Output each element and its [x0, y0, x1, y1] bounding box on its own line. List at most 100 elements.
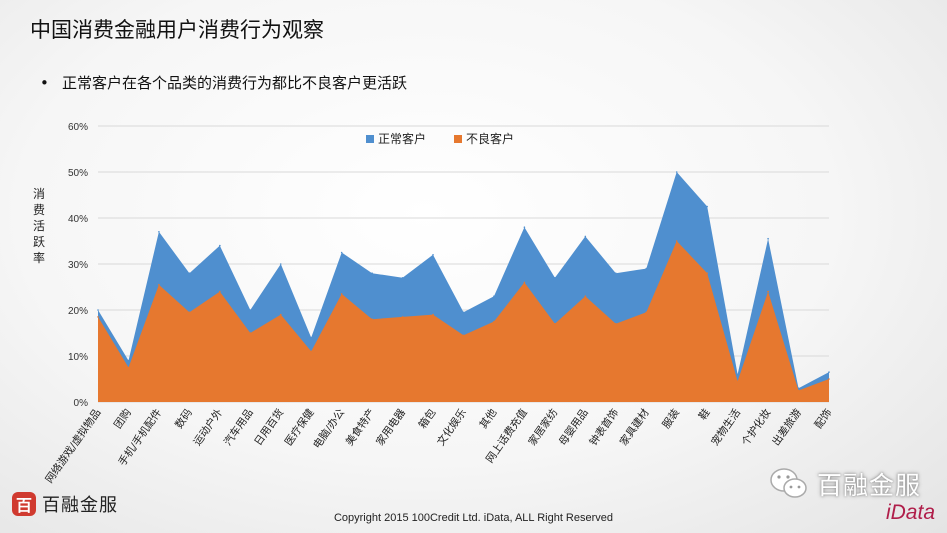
idata-logo: iData [885, 501, 935, 524]
data-point [706, 205, 708, 208]
data-point [675, 240, 678, 242]
data-point [493, 320, 495, 323]
data-point [554, 323, 556, 325]
x-tick-label: 出差旅游 [769, 406, 804, 448]
data-point [614, 323, 617, 325]
data-point [675, 171, 678, 173]
data-point [614, 272, 617, 275]
wechat-icon [770, 468, 807, 498]
data-point [523, 226, 526, 228]
data-point [432, 254, 434, 256]
wechat-brand: 百融金服 [769, 466, 921, 502]
y-tick-label: 50% [68, 168, 88, 179]
legend-label-normal: 正常客户 [378, 131, 426, 146]
data-point [401, 316, 404, 318]
data-point [219, 244, 221, 247]
y-tick-label: 0% [74, 398, 89, 409]
x-tick-label: 钟表首饰 [587, 406, 622, 448]
legend-swatch-bad [454, 135, 462, 143]
data-point [371, 272, 373, 275]
x-tick-label: 日用百货 [251, 406, 286, 448]
x-tick-label: 服装 [659, 406, 682, 431]
logo-text: 百融金服 [42, 495, 118, 516]
data-point [828, 371, 830, 373]
series-area-bad [98, 241, 829, 402]
data-point [97, 316, 99, 318]
x-tick-label: 团购 [111, 406, 134, 431]
data-point [584, 295, 587, 298]
x-tick-label: 电脑/办公 [310, 406, 347, 451]
data-point [645, 267, 648, 270]
x-tick-label: 汽车用品 [221, 406, 256, 448]
data-point [188, 311, 191, 314]
data-point [584, 235, 587, 238]
data-point [310, 336, 313, 339]
y-tick-labels: 0% 10% 20% 30% 40% 50% 60% [68, 122, 88, 409]
data-point [249, 332, 252, 334]
data-point [127, 366, 130, 369]
x-tick-label: 箱包 [416, 406, 439, 431]
data-point [310, 350, 313, 353]
y-tick-label: 20% [68, 306, 88, 317]
legend-label-bad: 不良客户 [466, 131, 514, 146]
data-point [706, 272, 708, 275]
x-tick-label: 母婴用品 [557, 407, 591, 448]
y-axis-label: 消费活跃率 [32, 187, 45, 265]
y-tick-label: 60% [68, 122, 88, 133]
data-point [828, 378, 830, 380]
legend: 正常客户 不良客户 [366, 131, 514, 146]
x-tick-label: 美食特产 [343, 406, 378, 448]
brand-name: 百融金服 [816, 471, 921, 500]
x-tick-label: 家居家纺 [526, 406, 561, 448]
company-logo: 百 百融金服 [12, 491, 118, 517]
x-tick-label: 配饰 [812, 406, 835, 431]
data-point [401, 277, 404, 279]
x-tick-label: 宠物生活 [708, 406, 743, 448]
data-point [371, 318, 373, 321]
data-point [279, 263, 282, 265]
bullet-text: 正常客户在各个品类的消费行为都比不良客户更活跃 [62, 74, 408, 92]
x-tick-label: 其他 [477, 406, 500, 431]
slide-title: 中国消费金融用户消费行为观察 [30, 18, 324, 42]
data-point [340, 251, 343, 254]
x-tick-label: 数码 [172, 406, 195, 431]
legend-swatch-normal [366, 135, 374, 143]
copyright-text: Copyright 2015 100Credit Ltd. iData, ALL… [333, 512, 614, 524]
x-tick-label: 网络游戏/虚拟物品 [43, 406, 104, 485]
x-tick-label: 家用电器 [373, 406, 408, 448]
data-point [462, 334, 465, 337]
y-tick-label: 40% [68, 214, 88, 225]
data-point [127, 359, 130, 362]
data-point [279, 313, 282, 316]
data-point [767, 290, 769, 293]
data-point [188, 272, 191, 275]
data-point [219, 290, 221, 293]
x-tick-label: 家具建材 [617, 406, 652, 448]
data-point [340, 293, 343, 295]
data-point [493, 295, 495, 298]
data-point [767, 237, 769, 240]
data-point [462, 311, 465, 314]
data-point [158, 231, 160, 233]
x-tick-label: 文化娱乐 [434, 406, 469, 448]
data-point [97, 309, 99, 311]
x-tick-label: 鞋 [696, 406, 713, 422]
data-point [523, 281, 526, 284]
y-tick-label: 10% [68, 352, 88, 363]
data-point [432, 313, 434, 316]
data-point [554, 277, 556, 279]
x-tick-label: 运动户外 [191, 406, 226, 448]
series-areas [97, 171, 830, 402]
data-point [736, 373, 739, 376]
data-point [797, 387, 800, 390]
x-tick-label: 个护化妆 [739, 406, 774, 448]
data-point [158, 283, 160, 286]
y-tick-label: 30% [68, 260, 88, 271]
data-point [645, 311, 648, 314]
logo-mark-icon: 百 [12, 492, 36, 516]
data-point [736, 380, 739, 383]
data-point [797, 389, 800, 392]
data-point [249, 309, 252, 311]
